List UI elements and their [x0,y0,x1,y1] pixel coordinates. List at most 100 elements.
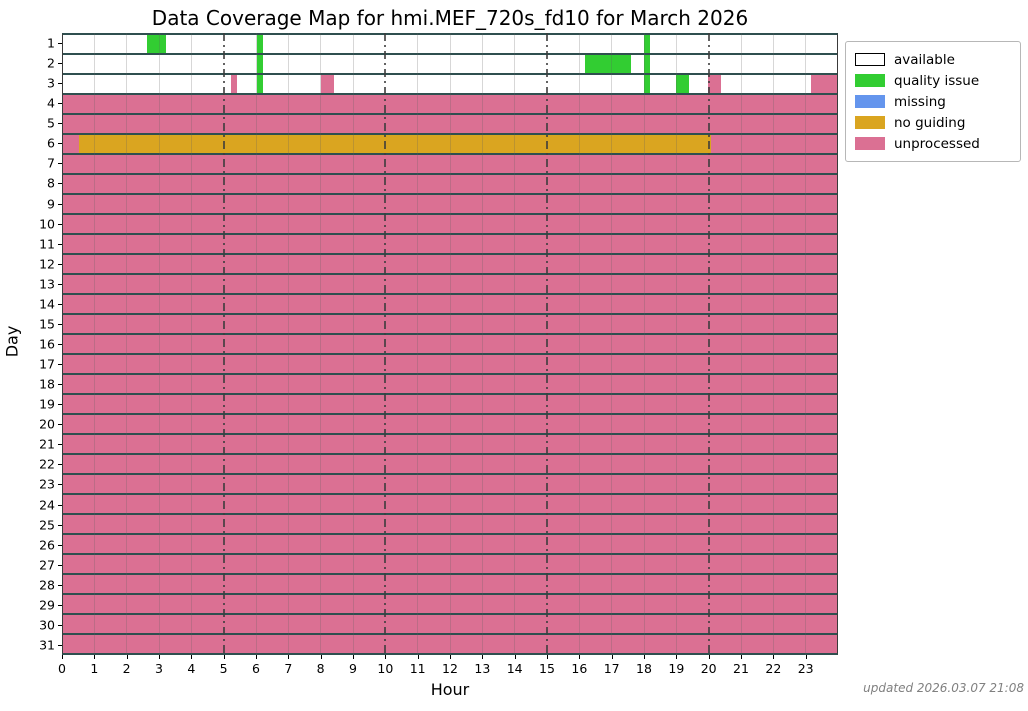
x-tick-label-23: 23 [797,661,814,676]
y-tick-mark [58,243,62,245]
y-tick-label-18: 18 [39,376,55,392]
day-row-3 [63,75,837,95]
segment-available [649,55,837,73]
day-row-27 [63,555,837,575]
y-tick-mark [58,123,62,125]
segment-unprocessed [63,495,837,513]
y-tick-mark [58,584,62,586]
x-tick-label-6: 6 [252,661,260,676]
y-tick-mark [58,203,62,205]
segment-no-guiding [79,135,712,153]
y-tick-mark [58,163,62,165]
y-tick-mark [58,364,62,366]
x-tick-label-20: 20 [700,661,717,676]
updated-timestamp: updated 2026.03.07 21:08 [863,681,1024,695]
day-row-13 [63,275,837,295]
segment-unprocessed [63,235,837,253]
y-tick-mark [58,544,62,546]
x-tick-label-3: 3 [155,661,163,676]
segment-unprocessed [63,155,837,173]
day-row-12 [63,255,837,275]
legend-label: missing [894,93,946,110]
segment-quality-issue [643,75,650,93]
y-tick-label-7: 7 [47,155,55,171]
y-tick-label-20: 20 [39,416,55,432]
day-row-30 [63,615,837,635]
y-tick-label-9: 9 [47,196,55,212]
segment-unprocessed [63,555,837,573]
day-row-18 [63,375,837,395]
y-tick-mark [58,263,62,265]
y-tick-mark [58,283,62,285]
segment-unprocessed [320,75,334,93]
y-tick-mark [58,344,62,345]
day-row-26 [63,535,837,555]
legend-item-quality-issue: quality issue [855,70,1011,91]
y-tick-mark [58,624,62,626]
day-row-25 [63,515,837,535]
y-tick-label-5: 5 [47,115,55,131]
x-tick-label-16: 16 [571,661,588,676]
segment-available [166,35,257,53]
x-tick-label-4: 4 [187,661,196,676]
segment-unprocessed [63,315,837,333]
y-tick-label-8: 8 [47,175,55,191]
segment-available [63,55,257,73]
y-tick-label-10: 10 [39,216,55,232]
segment-unprocessed [708,75,721,93]
x-tick-mark [482,655,484,659]
y-tick-mark [58,424,62,426]
y-tick-mark [58,183,62,185]
segment-unprocessed [63,215,837,233]
y-tick-label-17: 17 [39,356,55,372]
x-axis-label: Hour [430,680,470,699]
x-tick-label-1: 1 [90,661,99,676]
day-row-1 [63,35,837,55]
segment-available [333,75,644,93]
x-tick-mark [223,655,225,659]
x-tick-mark [773,655,775,659]
y-tick-mark [58,604,62,606]
day-row-17 [63,355,837,375]
legend-swatch-quality-issue [855,74,885,87]
day-row-16 [63,335,837,355]
segment-available [649,35,837,53]
x-tick-label-15: 15 [539,661,555,676]
legend-label: no guiding [894,114,966,131]
segment-unprocessed [63,175,837,193]
y-tick-label-21: 21 [39,436,55,452]
y-tick-label-14: 14 [39,296,55,312]
y-tick-mark [58,303,62,305]
legend-swatch-no-guiding [855,116,885,129]
y-tick-label-16: 16 [39,336,55,352]
segment-unprocessed [63,635,837,653]
y-tick-mark [58,524,62,526]
y-tick-mark [58,103,62,105]
legend-swatch-available [855,53,885,66]
segment-quality-issue [675,75,689,93]
day-row-5 [63,115,837,135]
segment-unprocessed [63,395,837,413]
y-tick-label-27: 27 [39,557,55,573]
day-row-8 [63,175,837,195]
day-row-6 [63,135,837,155]
day-row-31 [63,635,837,653]
segment-available [262,75,321,93]
segment-unprocessed [63,375,837,393]
y-tick-mark [58,223,62,225]
segment-quality-issue [585,55,631,73]
x-tick-label-18: 18 [636,661,652,676]
day-row-2 [63,55,837,75]
y-tick-mark [58,404,62,406]
x-tick-label-7: 7 [284,661,293,676]
legend-label: quality issue [894,72,980,89]
y-tick-mark [58,564,62,566]
segment-available [262,55,586,73]
x-tick-mark [676,655,678,659]
y-tick-label-30: 30 [39,617,55,633]
y-tick-mark [58,484,62,486]
legend-item-unprocessed: unprocessed [855,133,1011,154]
x-tick-label-21: 21 [733,661,749,676]
y-tick-label-13: 13 [39,276,55,292]
x-tick-label-13: 13 [474,661,491,676]
